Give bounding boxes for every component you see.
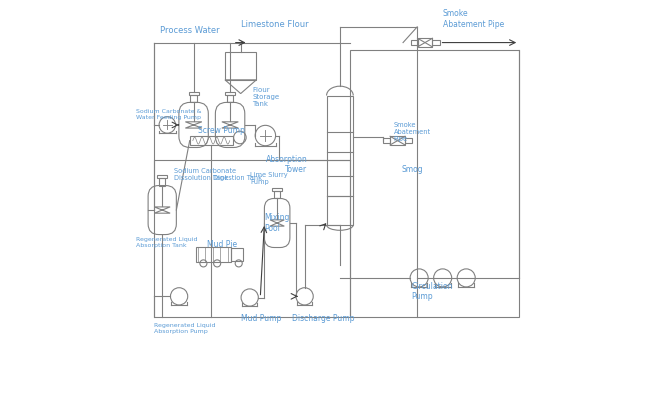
Bar (390, 136, 405, 145)
Bar (326, 96, 353, 225)
Circle shape (296, 288, 313, 305)
Text: Process Water: Process Water (161, 26, 220, 35)
Text: Discharge Pump: Discharge Pump (292, 314, 354, 323)
Text: Flour
Storage
Tank: Flour Storage Tank (252, 87, 280, 107)
Circle shape (241, 289, 258, 306)
Text: Mixing
Pool: Mixing Pool (264, 213, 290, 233)
Text: Sodium Carbonate
Dissolution Tank: Sodium Carbonate Dissolution Tank (174, 168, 236, 181)
Bar (405, 139, 412, 143)
Text: Digestion Tank: Digestion Tank (213, 175, 262, 181)
Text: Regenerated Liquid
Absorption Pump: Regenerated Liquid Absorption Pump (155, 323, 216, 334)
Bar (272, 188, 282, 192)
Text: Smoke
Abatement
Pipe: Smoke Abatement Pipe (394, 122, 431, 142)
Bar (190, 136, 233, 145)
Bar (411, 40, 417, 45)
Text: Circulation
Pump: Circulation Pump (411, 282, 453, 301)
Text: Smoke
Abatement Pipe: Smoke Abatement Pipe (443, 9, 504, 29)
Circle shape (434, 269, 452, 287)
Text: Smog: Smog (402, 165, 423, 174)
Bar (155, 160, 350, 317)
Circle shape (255, 125, 276, 146)
Circle shape (457, 269, 475, 287)
Text: Screw Pump: Screw Pump (198, 126, 244, 135)
Text: Absorption
Tower: Absorption Tower (266, 154, 307, 174)
Bar (159, 179, 165, 186)
Circle shape (159, 117, 176, 133)
Text: Sodium Carbonate &
Water Feeding Pump: Sodium Carbonate & Water Feeding Pump (136, 109, 202, 120)
Bar (432, 40, 439, 45)
Bar (383, 139, 390, 143)
Text: Mud Pump: Mud Pump (240, 314, 281, 323)
Bar (227, 95, 233, 102)
Bar (225, 92, 235, 95)
Bar (190, 95, 197, 102)
Bar (274, 192, 280, 198)
Bar (417, 38, 432, 47)
Text: Mud Pie: Mud Pie (207, 239, 237, 248)
Circle shape (170, 288, 188, 305)
Circle shape (410, 269, 428, 287)
Text: Lime Slurry
Pump: Lime Slurry Pump (250, 172, 288, 185)
Text: Limestone Flour: Limestone Flour (240, 20, 308, 29)
Bar (196, 247, 231, 262)
Bar (350, 51, 519, 317)
Text: Regenerated Liquid
Absorption Tank: Regenerated Liquid Absorption Tank (136, 237, 198, 248)
Bar (231, 248, 243, 261)
Bar (225, 53, 256, 80)
Bar (188, 92, 199, 95)
Bar (157, 175, 167, 179)
